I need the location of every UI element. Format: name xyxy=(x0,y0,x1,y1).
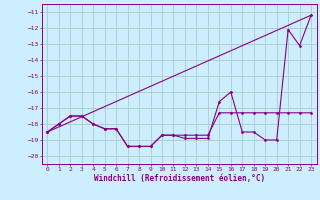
X-axis label: Windchill (Refroidissement éolien,°C): Windchill (Refroidissement éolien,°C) xyxy=(94,174,265,183)
